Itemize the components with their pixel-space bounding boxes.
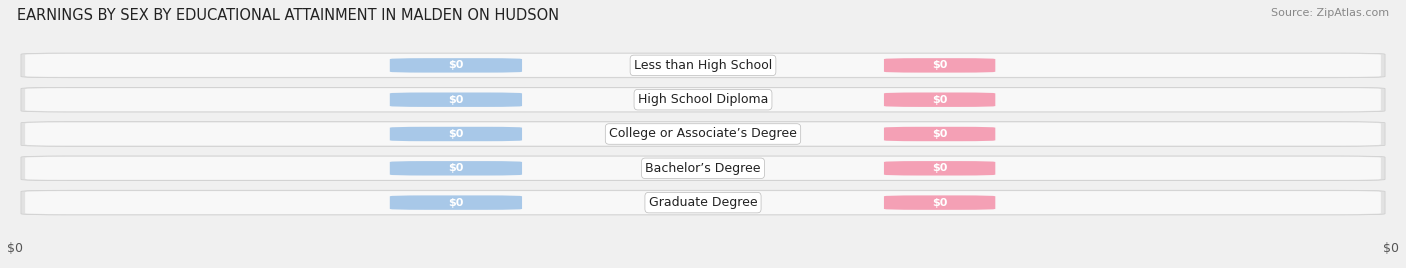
FancyBboxPatch shape — [25, 54, 1381, 77]
FancyBboxPatch shape — [884, 127, 995, 141]
FancyBboxPatch shape — [389, 92, 522, 107]
Text: Bachelor’s Degree: Bachelor’s Degree — [645, 162, 761, 175]
FancyBboxPatch shape — [389, 127, 522, 141]
Text: $0: $0 — [449, 95, 464, 105]
FancyBboxPatch shape — [884, 195, 995, 210]
FancyBboxPatch shape — [21, 122, 1385, 146]
FancyBboxPatch shape — [389, 58, 522, 73]
Text: Less than High School: Less than High School — [634, 59, 772, 72]
FancyBboxPatch shape — [389, 161, 522, 176]
Text: Source: ZipAtlas.com: Source: ZipAtlas.com — [1271, 8, 1389, 18]
Text: EARNINGS BY SEX BY EDUCATIONAL ATTAINMENT IN MALDEN ON HUDSON: EARNINGS BY SEX BY EDUCATIONAL ATTAINMEN… — [17, 8, 560, 23]
Text: $0: $0 — [449, 198, 464, 208]
Text: $0: $0 — [932, 198, 948, 208]
FancyBboxPatch shape — [389, 195, 522, 210]
FancyBboxPatch shape — [21, 156, 1385, 181]
FancyBboxPatch shape — [21, 190, 1385, 215]
Text: $0: $0 — [932, 95, 948, 105]
FancyBboxPatch shape — [884, 58, 995, 73]
FancyBboxPatch shape — [884, 161, 995, 176]
FancyBboxPatch shape — [25, 88, 1381, 111]
Text: $0: $0 — [932, 163, 948, 173]
Text: $0: $0 — [1384, 242, 1399, 255]
FancyBboxPatch shape — [884, 92, 995, 107]
FancyBboxPatch shape — [25, 191, 1381, 214]
Text: $0: $0 — [449, 163, 464, 173]
Text: College or Associate’s Degree: College or Associate’s Degree — [609, 128, 797, 140]
Text: $0: $0 — [449, 129, 464, 139]
Text: High School Diploma: High School Diploma — [638, 93, 768, 106]
Text: $0: $0 — [449, 60, 464, 70]
FancyBboxPatch shape — [25, 157, 1381, 180]
Text: Graduate Degree: Graduate Degree — [648, 196, 758, 209]
Text: $0: $0 — [932, 129, 948, 139]
FancyBboxPatch shape — [25, 122, 1381, 146]
FancyBboxPatch shape — [21, 53, 1385, 78]
FancyBboxPatch shape — [21, 87, 1385, 112]
Text: $0: $0 — [7, 242, 22, 255]
Text: $0: $0 — [932, 60, 948, 70]
